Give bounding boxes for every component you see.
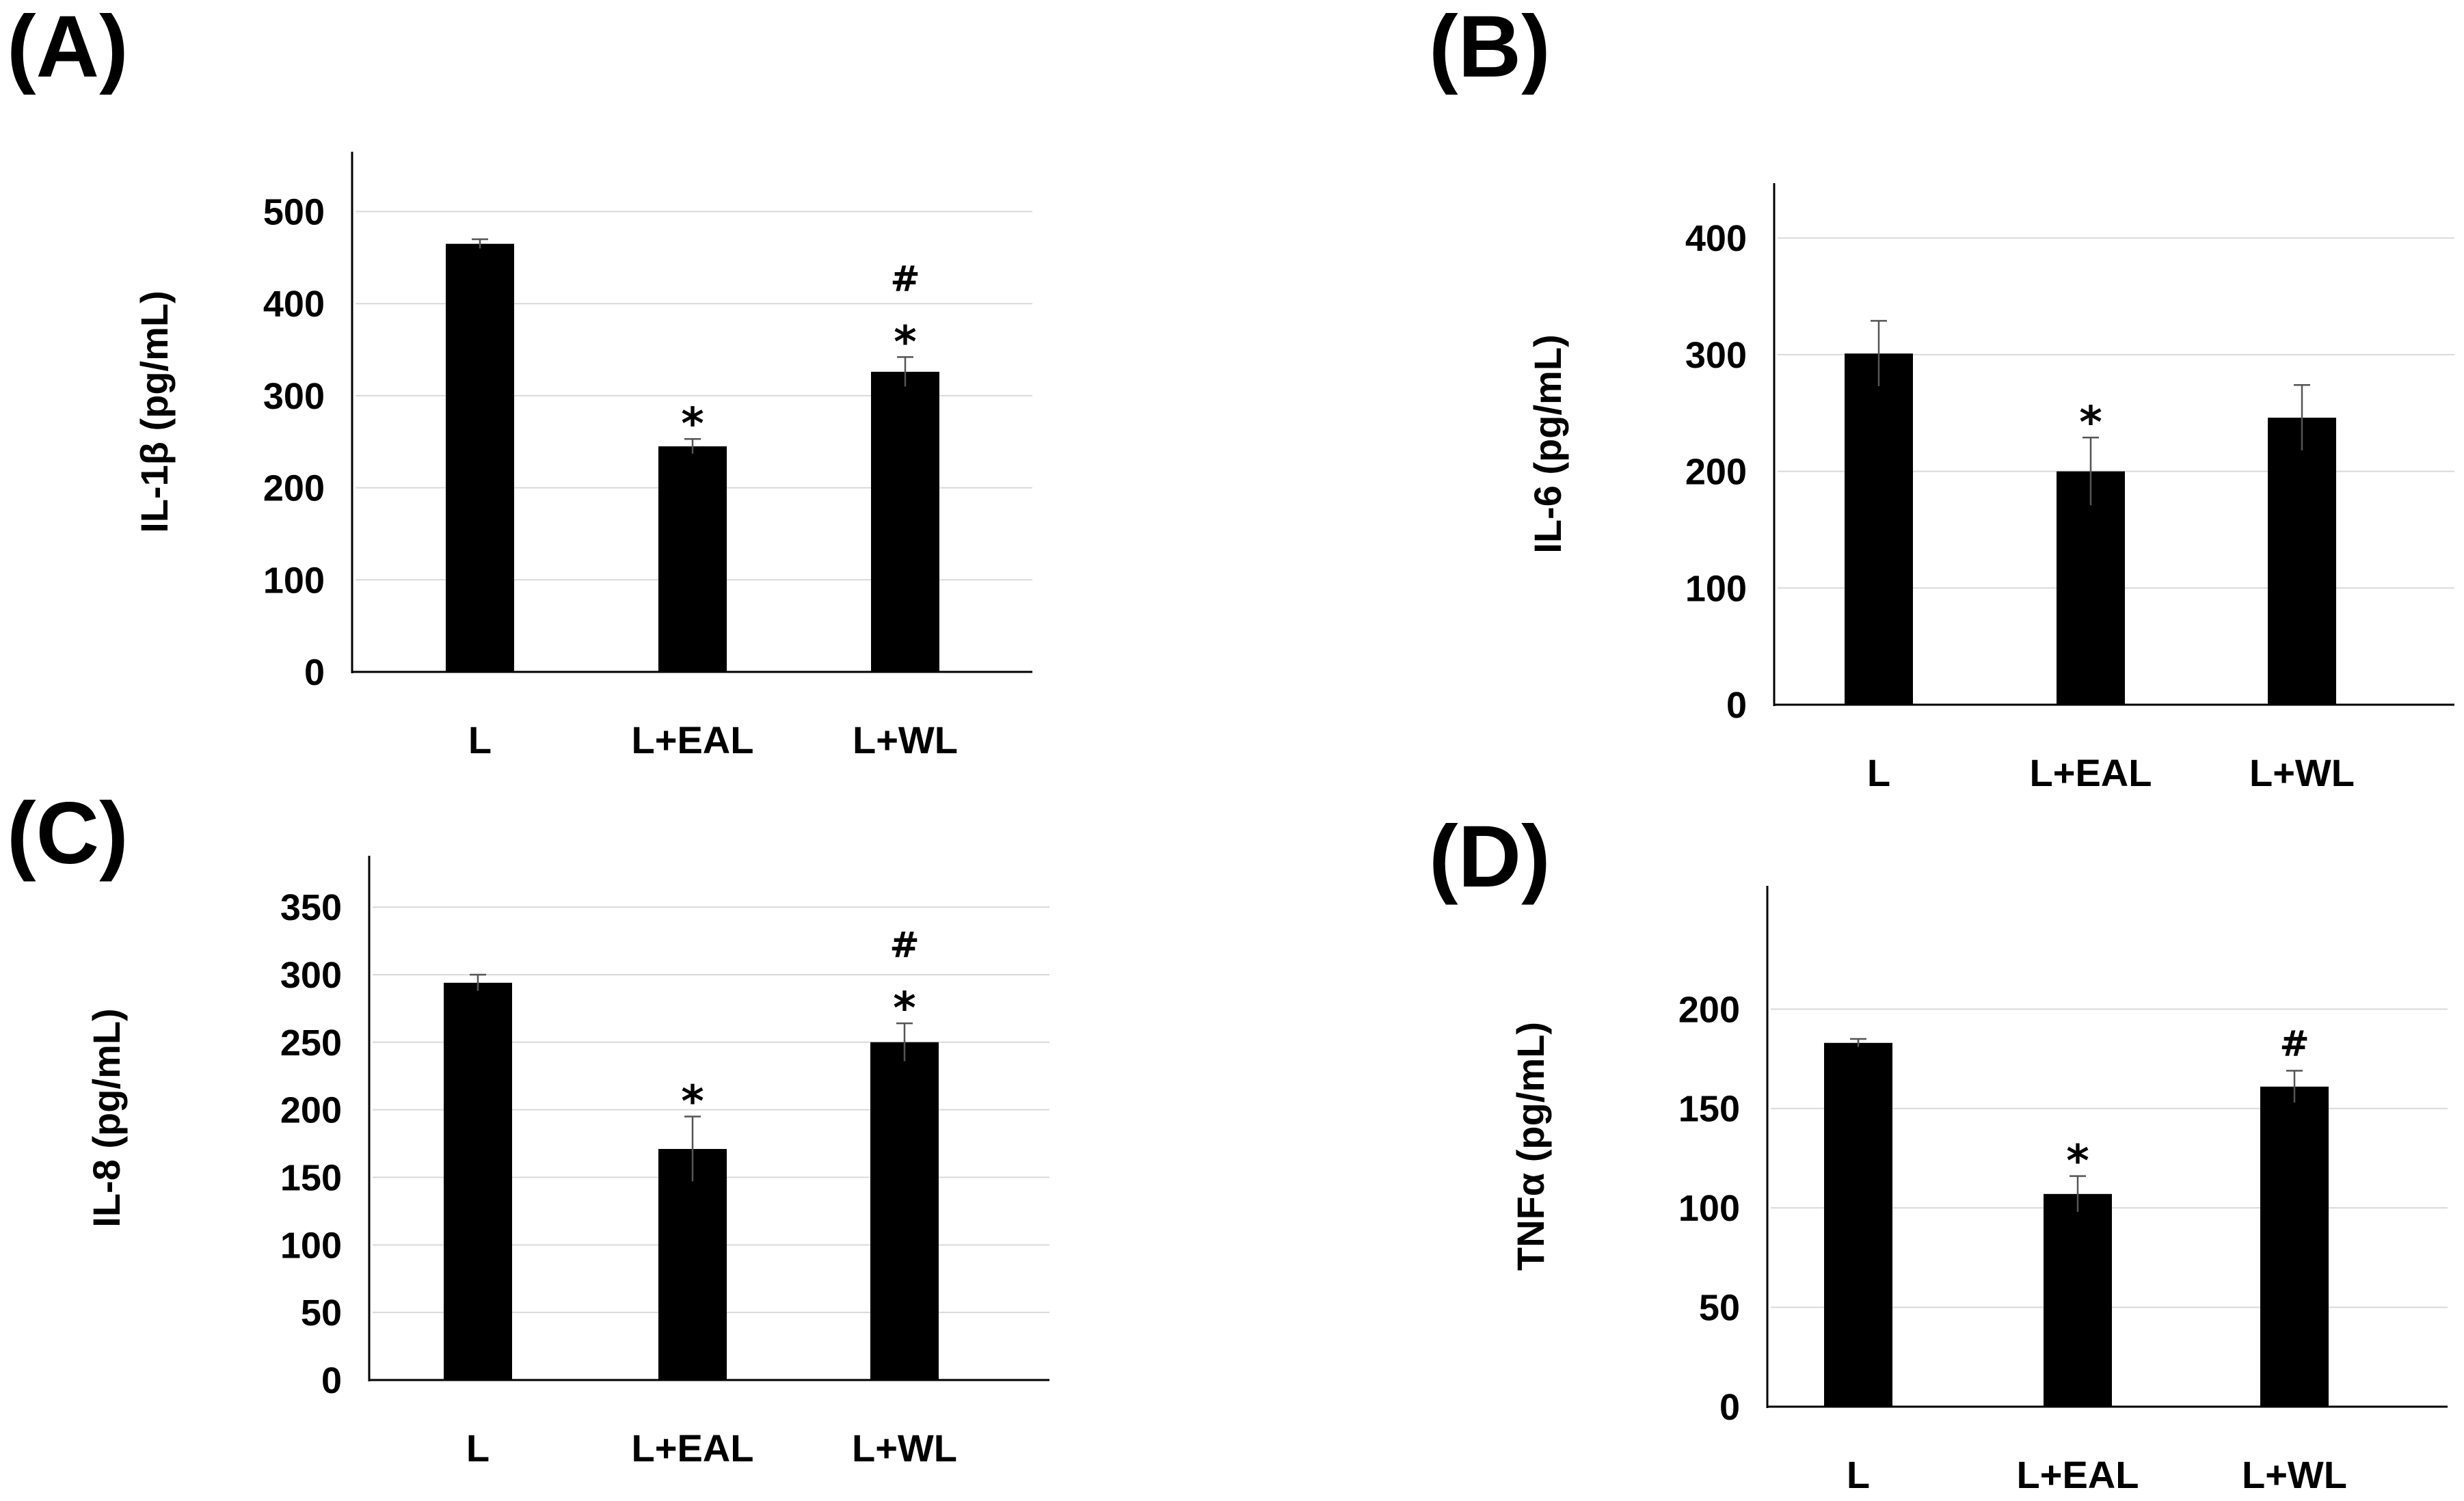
bar-2 xyxy=(658,1148,727,1380)
bar-2 xyxy=(658,446,727,672)
y-tick-label: 150 xyxy=(1678,1089,1740,1130)
y-tick-label: 100 xyxy=(1678,1188,1740,1229)
chart-panel-4: (D) 0 50 100 150 200 TNFα (pg/mL) L * L+EAL # L+WL xyxy=(1429,808,2448,1496)
bar-1 xyxy=(1845,353,1913,705)
y-tick-label: 0 xyxy=(1726,685,1747,726)
x-category-label: L+EAL xyxy=(2030,751,2152,794)
x-category-label: L+WL xyxy=(2249,751,2355,794)
x-category-label: L+EAL xyxy=(632,718,754,761)
x-category-label: L xyxy=(1847,1453,1870,1496)
y-tick-label: 150 xyxy=(280,1157,342,1198)
y-tick-label: 200 xyxy=(1678,989,1740,1030)
y-tick-label: 0 xyxy=(304,652,325,693)
y-tick-label: 0 xyxy=(321,1360,342,1401)
y-tick-label: 200 xyxy=(263,468,325,509)
y-tick-label: 500 xyxy=(263,192,325,233)
y-tick-label: 300 xyxy=(1685,335,1747,376)
significance-hash: # xyxy=(889,925,920,966)
significance-star: * xyxy=(2066,1137,2089,1187)
bar-1 xyxy=(446,243,514,672)
bar-3 xyxy=(870,1042,939,1380)
x-category-label: L+EAL xyxy=(632,1426,754,1470)
x-category-label: L+EAL xyxy=(2017,1453,2139,1496)
x-category-label: L+WL xyxy=(2242,1453,2347,1496)
significance-hash: # xyxy=(2279,1023,2309,1064)
y-axis-title: IL-1β (pg/mL) xyxy=(133,290,176,533)
y-tick-label: 50 xyxy=(301,1293,342,1334)
y-tick-label: 400 xyxy=(1685,218,1747,259)
x-category-label: L xyxy=(468,718,492,761)
x-category-label: L xyxy=(466,1426,490,1470)
x-category-label: L xyxy=(1867,751,1890,794)
bar-1 xyxy=(1824,1042,1892,1407)
x-category-label: L+WL xyxy=(853,718,958,761)
significance-star: * xyxy=(681,1077,704,1128)
bar-3 xyxy=(2260,1086,2329,1407)
panel-label: (B) xyxy=(1429,0,1551,96)
significance-star: * xyxy=(893,984,915,1034)
y-axis-title: IL-8 (pg/mL) xyxy=(85,1008,128,1227)
bar-3 xyxy=(2057,471,2125,705)
significance-hash: # xyxy=(890,258,920,299)
bar-3 xyxy=(871,371,939,672)
chart-panel-3: (C) 0 50 100 150 200 250 300 350 IL-8 (pg/mL) L * L+… xyxy=(7,785,1049,1470)
y-tick-label: 100 xyxy=(280,1225,342,1266)
panel-label: (D) xyxy=(1429,808,1551,906)
y-axis-title: IL-6 (pg/mL) xyxy=(1526,334,1569,553)
y-tick-label: 100 xyxy=(263,560,325,601)
x-category-label: L+WL xyxy=(852,1426,957,1470)
bar-2 xyxy=(2044,1193,2112,1407)
significance-star: * xyxy=(681,399,704,450)
y-tick-label: 100 xyxy=(1685,568,1747,609)
y-tick-label: 350 xyxy=(280,887,342,928)
panel-label: (A) xyxy=(7,0,129,96)
significance-star: * xyxy=(2079,398,2102,448)
y-tick-label: 300 xyxy=(263,376,325,417)
y-tick-label: 200 xyxy=(1685,452,1747,493)
panel-label: (C) xyxy=(7,785,129,882)
y-tick-label: 50 xyxy=(1699,1288,1740,1329)
y-tick-label: 250 xyxy=(280,1023,342,1064)
y-tick-label: 300 xyxy=(280,955,342,996)
chart-panel-1: (A) 0 100 200 300 400 500 IL-1β (pg/mL) L * L+EAL *… xyxy=(7,0,1032,761)
significance-star: * xyxy=(894,317,916,368)
y-axis-title: TNFα (pg/mL) xyxy=(1509,1022,1552,1271)
bar-2 xyxy=(2268,418,2336,705)
y-tick-label: 0 xyxy=(1719,1387,1740,1428)
chart-panel-2: (B) 0 100 200 300 400 IL-6 (pg/mL) L L+WL * L+EAL xyxy=(1429,0,2454,794)
y-tick-label: 200 xyxy=(280,1090,342,1131)
bar-1 xyxy=(444,982,512,1380)
y-tick-label: 400 xyxy=(263,284,325,325)
